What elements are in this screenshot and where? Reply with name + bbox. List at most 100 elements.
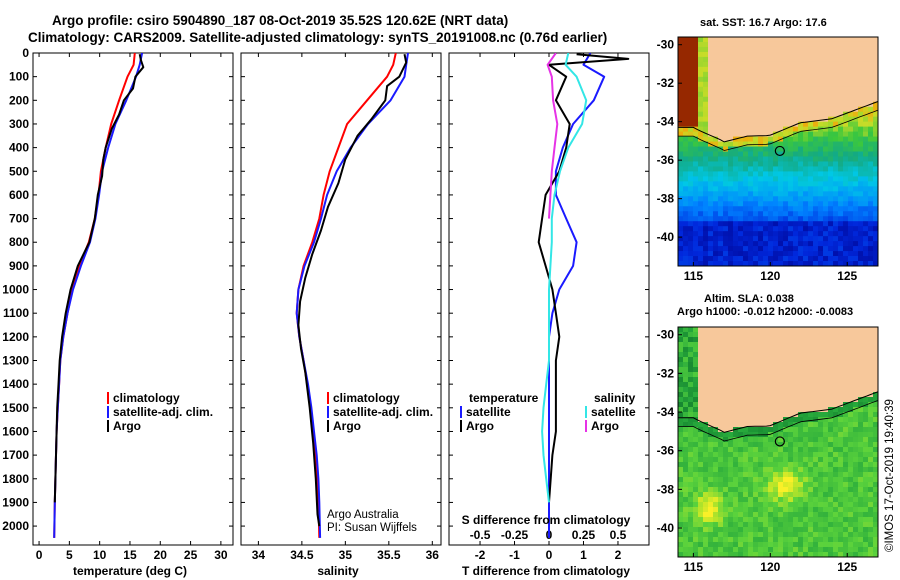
map-cell (768, 37, 774, 43)
map-cell (713, 41, 719, 48)
map-cell (833, 61, 839, 68)
map-cell (863, 51, 869, 58)
map-cell (808, 176, 814, 182)
map-lon-tick-label: 125 (837, 269, 857, 283)
map-cell (688, 56, 694, 63)
map-cell (838, 327, 844, 333)
map-cell (788, 447, 794, 453)
map-cell (823, 552, 829, 557)
map-cell (753, 41, 759, 48)
map-cell (778, 156, 784, 162)
map-cell (778, 91, 784, 98)
y-tick-label: 1200 (2, 330, 29, 344)
map-cell (683, 116, 689, 123)
map-cell (678, 437, 684, 443)
map-cell (733, 442, 739, 448)
map-cell (803, 512, 809, 518)
map-cell (813, 156, 819, 162)
map-cell (678, 226, 684, 232)
map-cell (843, 231, 849, 237)
map-cell (863, 412, 869, 418)
map-cell (858, 246, 864, 252)
map-cell (753, 261, 759, 266)
map-cell (733, 347, 739, 353)
map-cell (828, 56, 834, 63)
map-cell (823, 156, 829, 162)
map-cell (758, 362, 764, 368)
map-cell (763, 522, 769, 528)
map-cell (853, 402, 859, 408)
map-cell (688, 256, 694, 262)
map-cell (698, 367, 704, 373)
map-cell (718, 362, 724, 368)
map-cell (848, 512, 854, 518)
map-cell (813, 537, 819, 543)
map-cell (818, 181, 824, 187)
map-cell (693, 216, 699, 222)
map-cell (808, 467, 814, 473)
map-cell (803, 191, 809, 197)
map-cell (698, 86, 704, 93)
map-cell (758, 467, 764, 473)
map-cell (788, 246, 794, 252)
map-cell (723, 522, 729, 528)
map-cell (738, 196, 744, 202)
map-cell (678, 347, 684, 353)
map-cell (718, 191, 724, 197)
map-cell (873, 542, 878, 548)
map-cell (703, 497, 709, 503)
map-cell (843, 437, 849, 443)
map-cell (678, 176, 684, 182)
map-cell (728, 76, 734, 83)
map-cell (683, 121, 689, 128)
map-cell (823, 342, 829, 348)
map-cell (818, 517, 824, 523)
map-cell (818, 156, 824, 162)
y-tick-label: 600 (9, 188, 29, 202)
map-cell (808, 457, 814, 463)
legend-label-satellite-adj: satellite-adj. clim. (333, 405, 433, 419)
map-cell (833, 126, 839, 132)
map-cell (723, 372, 729, 378)
map-cell (858, 517, 864, 523)
map-cell (698, 547, 704, 553)
map-cell (848, 537, 854, 543)
map-cell (768, 337, 774, 343)
map-cell (713, 417, 719, 423)
map-cell (763, 126, 769, 132)
map-cell (703, 201, 709, 207)
map-cell (763, 372, 769, 378)
map-cell (758, 216, 764, 222)
map-cell (783, 86, 789, 93)
map-cell (848, 201, 854, 207)
map-cell (693, 151, 699, 157)
map-cell (688, 462, 694, 468)
map-cell (758, 512, 764, 518)
map-cell (783, 482, 789, 488)
map-cell (783, 76, 789, 83)
map-cell (828, 382, 834, 388)
map-cell (723, 462, 729, 468)
map-cell (748, 211, 754, 217)
map-cell (873, 512, 878, 518)
map-cell (773, 91, 779, 98)
map-cell (793, 502, 799, 508)
map-cell (738, 532, 744, 538)
map-cell (788, 261, 794, 266)
map-cell (718, 422, 724, 428)
map-cell (718, 542, 724, 548)
map-cell (818, 522, 824, 528)
map-cell (783, 81, 789, 88)
map-cell (783, 141, 789, 147)
map-cell (788, 151, 794, 157)
map-cell (788, 191, 794, 197)
map-cell (733, 327, 739, 333)
map-cell (708, 522, 714, 528)
map-cell (778, 146, 784, 152)
map-cell (863, 392, 869, 398)
map-cell (853, 256, 859, 262)
map-cell (763, 156, 769, 162)
map-cell (683, 171, 689, 177)
map-cell (778, 377, 784, 383)
map-cell (703, 462, 709, 468)
